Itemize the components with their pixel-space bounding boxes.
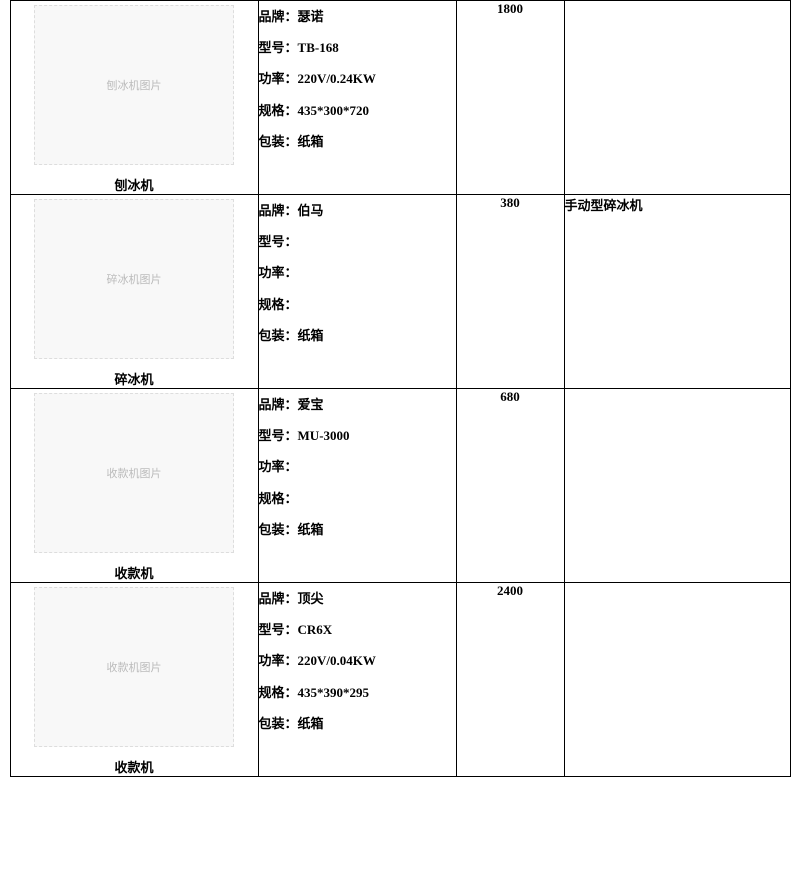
value-power: 220V/0.04KW	[298, 653, 376, 668]
value-spec: 435*300*720	[298, 103, 370, 118]
product-image: 收款机图片	[34, 393, 234, 553]
product-caption: 收款机	[11, 559, 258, 582]
label-spec: 规格	[259, 103, 298, 118]
value-brand: 顶尖	[298, 591, 324, 606]
spec-cell: 品牌顶尖 型号CR6X 功率220V/0.04KW 规格435*390*295 …	[258, 583, 456, 777]
label-spec: 规格	[259, 685, 298, 700]
price-cell: 2400	[456, 583, 564, 777]
product-image: 收款机图片	[34, 587, 234, 747]
label-pack: 包装	[259, 328, 298, 343]
table-row: 收款机图片 收款机 品牌顶尖 型号CR6X 功率220V/0.04KW 规格43…	[10, 583, 790, 777]
image-cell: 碎冰机图片 碎冰机	[10, 195, 258, 389]
spec-cell: 品牌瑟诺 型号TB-168 功率220V/0.24KW 规格435*300*72…	[258, 1, 456, 195]
label-spec: 规格	[259, 297, 298, 312]
value-spec: 435*390*295	[298, 685, 370, 700]
label-model: 型号	[259, 40, 298, 55]
value-pack: 纸箱	[298, 522, 324, 537]
table-row: 刨冰机图片 刨冰机 品牌瑟诺 型号TB-168 功率220V/0.24KW 规格…	[10, 1, 790, 195]
product-table: 刨冰机图片 刨冰机 品牌瑟诺 型号TB-168 功率220V/0.24KW 规格…	[10, 0, 791, 777]
note-cell: 手动型碎冰机	[564, 195, 790, 389]
spec-cell: 品牌伯马 型号 功率 规格 包装纸箱	[258, 195, 456, 389]
label-power: 功率	[259, 71, 298, 86]
value-model: MU-3000	[298, 428, 350, 443]
label-brand: 品牌	[259, 9, 298, 24]
value-pack: 纸箱	[298, 328, 324, 343]
label-brand: 品牌	[259, 397, 298, 412]
image-cell: 刨冰机图片 刨冰机	[10, 1, 258, 195]
product-caption: 刨冰机	[11, 171, 258, 194]
value-power: 220V/0.24KW	[298, 71, 376, 86]
note-cell	[564, 389, 790, 583]
image-cell: 收款机图片 收款机	[10, 583, 258, 777]
product-image: 刨冰机图片	[34, 5, 234, 165]
price-cell: 380	[456, 195, 564, 389]
label-model: 型号	[259, 234, 298, 249]
note-cell	[564, 1, 790, 195]
value-model: CR6X	[298, 622, 333, 637]
label-pack: 包装	[259, 522, 298, 537]
value-model: TB-168	[298, 40, 339, 55]
note-cell	[564, 583, 790, 777]
label-power: 功率	[259, 653, 298, 668]
table-row: 收款机图片 收款机 品牌爱宝 型号MU-3000 功率 规格 包装纸箱 680	[10, 389, 790, 583]
product-image: 碎冰机图片	[34, 199, 234, 359]
product-table-body: 刨冰机图片 刨冰机 品牌瑟诺 型号TB-168 功率220V/0.24KW 规格…	[10, 1, 790, 777]
label-pack: 包装	[259, 134, 298, 149]
label-model: 型号	[259, 428, 298, 443]
price-cell: 680	[456, 389, 564, 583]
label-spec: 规格	[259, 491, 298, 506]
value-pack: 纸箱	[298, 716, 324, 731]
label-model: 型号	[259, 622, 298, 637]
value-pack: 纸箱	[298, 134, 324, 149]
product-caption: 碎冰机	[11, 365, 258, 388]
label-power: 功率	[259, 459, 298, 474]
label-brand: 品牌	[259, 591, 298, 606]
spec-cell: 品牌爱宝 型号MU-3000 功率 规格 包装纸箱	[258, 389, 456, 583]
value-brand: 伯马	[298, 203, 324, 218]
label-power: 功率	[259, 265, 298, 280]
value-brand: 瑟诺	[298, 9, 324, 24]
label-pack: 包装	[259, 716, 298, 731]
product-caption: 收款机	[11, 753, 258, 776]
label-brand: 品牌	[259, 203, 298, 218]
price-cell: 1800	[456, 1, 564, 195]
image-cell: 收款机图片 收款机	[10, 389, 258, 583]
value-brand: 爱宝	[298, 397, 324, 412]
table-row: 碎冰机图片 碎冰机 品牌伯马 型号 功率 规格 包装纸箱 380 手动型碎冰机	[10, 195, 790, 389]
